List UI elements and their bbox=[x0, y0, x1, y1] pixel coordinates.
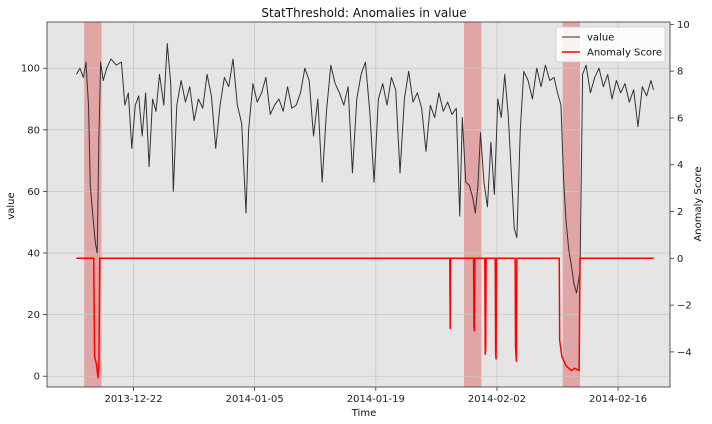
y-tick-label: 100 bbox=[21, 64, 40, 75]
series-line-anomaly-score bbox=[76, 257, 654, 379]
legend-box bbox=[555, 26, 666, 63]
chart-title: StatThreshold: Anomalies in value bbox=[261, 6, 466, 20]
x-tick-label: 2014-01-19 bbox=[347, 394, 405, 405]
right-axis-ticks: −4 −2 0 2 4 6 8 10 bbox=[670, 20, 692, 358]
y-tick-label: 60 bbox=[27, 187, 40, 198]
y-axis-right-label: Anomaly Score bbox=[693, 166, 704, 241]
x-axis-label: Time bbox=[351, 408, 376, 419]
plot-frame bbox=[46, 21, 671, 388]
anomaly-span-2 bbox=[464, 22, 482, 387]
x-tick-label: 2014-02-16 bbox=[589, 394, 647, 405]
anomaly-span-3 bbox=[562, 22, 581, 387]
y-tick-label: 40 bbox=[27, 249, 40, 260]
y-right-tick-label: 10 bbox=[677, 20, 690, 31]
y-right-tick-label: 8 bbox=[677, 67, 683, 78]
y-right-tick-label: 4 bbox=[677, 160, 683, 171]
y-tick-label: 80 bbox=[27, 125, 40, 136]
left-axis-ticks: 0 20 40 60 80 100 bbox=[21, 64, 47, 383]
y-right-tick-label: −4 bbox=[677, 347, 692, 358]
y-right-tick-label: 2 bbox=[677, 207, 683, 218]
y-axis-label: value bbox=[6, 192, 17, 219]
x-tick-label: 2014-02-02 bbox=[468, 394, 526, 405]
y-tick-label: 0 bbox=[34, 372, 40, 383]
legend-label-value: value bbox=[587, 33, 614, 44]
legend-label-anomaly-score: Anomaly Score bbox=[587, 48, 662, 59]
x-tick-label: 2013-12-22 bbox=[104, 394, 162, 405]
gridlines bbox=[47, 22, 670, 387]
y-right-tick-label: 0 bbox=[677, 254, 683, 265]
legend: value Anomaly Score bbox=[555, 26, 666, 63]
series-line-value bbox=[75, 43, 655, 294]
y-tick-label: 20 bbox=[27, 310, 40, 321]
x-axis-ticks: 2013-12-22 2014-01-05 2014-01-19 2014-02-02… bbox=[104, 387, 647, 405]
series-lines bbox=[75, 43, 655, 379]
y-right-tick-label: 6 bbox=[677, 113, 683, 124]
y-right-tick-label: −2 bbox=[677, 301, 692, 312]
x-tick-label: 2014-01-05 bbox=[226, 394, 284, 405]
